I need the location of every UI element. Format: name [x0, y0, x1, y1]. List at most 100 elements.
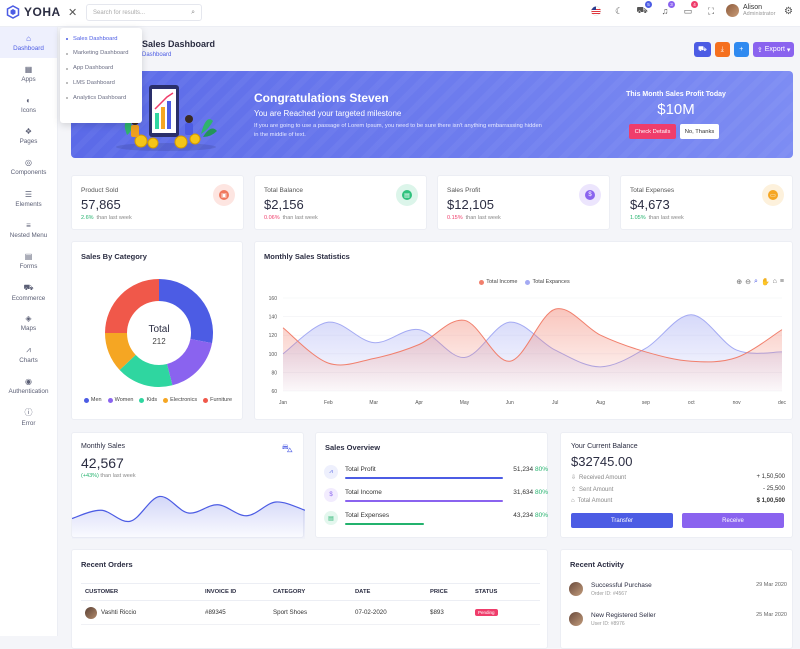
submenu-item[interactable]: App Dashboard	[66, 62, 136, 77]
logo[interactable]: YOHA	[6, 5, 61, 19]
legend-item[interactable]: Total Expances	[525, 279, 570, 285]
overview-icon: ▤	[324, 511, 338, 525]
column-header[interactable]: CUSTOMER	[81, 583, 201, 601]
pan-hand-icon[interactable]: ✋	[760, 279, 770, 286]
column-header[interactable]: PRICE	[426, 583, 471, 601]
export-button[interactable]: ⇪ Export ▾	[752, 42, 795, 57]
legend-label: Kids	[146, 397, 158, 403]
legend-item[interactable]: Kids	[139, 397, 157, 403]
legend-dot	[107, 397, 113, 403]
submenu-item[interactable]: Sales Dashboard	[66, 32, 136, 47]
stat-glyph-icon: ▤	[402, 190, 412, 200]
stat-card: Total Balance $2,156 0.06% than last week ▤	[254, 175, 427, 230]
transfer-button[interactable]: Transfer	[571, 513, 673, 528]
zoom-in-icon[interactable]: ⊕	[736, 279, 743, 286]
user-profile[interactable]: Alison Administrator	[726, 4, 775, 17]
cart-icon[interactable]: ⛟ 5	[636, 1, 652, 17]
home-icon[interactable]: ⌂	[772, 278, 777, 285]
legend-item[interactable]: Men	[83, 397, 102, 403]
sidebar-item-label: Nested Menu	[9, 231, 48, 239]
column-header[interactable]: STATUS	[471, 583, 540, 601]
change-percent: 1.05%	[630, 215, 646, 221]
sidebar-item-error[interactable]: ⓘ Error	[0, 401, 57, 432]
sidebar-item-maps[interactable]: ◈ Maps	[0, 308, 57, 339]
y-tick-label: 100	[269, 352, 278, 358]
sidebar-item-dashboard[interactable]: ⌂ Dashboard	[0, 27, 57, 59]
legend-item[interactable]: Women	[107, 397, 133, 403]
customer: Vashti Riccio	[85, 606, 201, 619]
sidebar-item-charts[interactable]: ⩘ Charts	[0, 339, 57, 370]
breadcrumb[interactable]: Dashboard	[142, 52, 172, 58]
menu-icon[interactable]: ≡	[779, 278, 784, 285]
bell-icon[interactable]: ♫ 3	[659, 1, 675, 17]
balance-value: $32745.00	[571, 454, 633, 469]
flag-icon[interactable]	[590, 5, 602, 17]
search-icon: ⌕	[191, 8, 195, 16]
sidebar-item-nested-menu[interactable]: ≡ Nested Menu	[0, 214, 57, 245]
legend-item[interactable]: Furniture	[203, 397, 232, 403]
fullscreen-icon[interactable]: ⛶	[707, 5, 715, 16]
message-icon[interactable]: ▭ 4	[682, 1, 698, 17]
overview-row: $ Total Income 31,634 80%	[324, 488, 548, 505]
overview-label: Total Profit	[345, 466, 376, 473]
column-header[interactable]: DATE	[351, 583, 426, 601]
sidebar-item-icons[interactable]: ◐ Icons	[0, 89, 57, 120]
overview-row: ▤ Total Expenses 43,234 80%	[324, 511, 548, 528]
download-button[interactable]: ⤓	[714, 42, 730, 57]
zoom-out-icon[interactable]: ⊖	[745, 279, 752, 286]
series-line-total-income[interactable]	[282, 308, 783, 366]
sparkline-fill	[72, 496, 305, 539]
submenu-item[interactable]: Analytics Dashboard	[66, 91, 136, 106]
y-tick-label: 120	[269, 333, 278, 339]
activity-item[interactable]: New Registered Seller User ID: #8976 25 Ma…	[569, 608, 787, 632]
sidebar-item-label: Apps	[21, 75, 36, 83]
column-header[interactable]: CATEGORY	[269, 583, 351, 601]
search-placeholder: Search for results...	[93, 9, 146, 16]
profit-value: $10M	[657, 101, 695, 118]
donut-slice-men[interactable]	[159, 279, 213, 344]
legend-item[interactable]: Electronics	[163, 397, 197, 403]
table-row[interactable]: Vashti Riccio #89345 Sport Shoes 07-02-2020…	[81, 600, 540, 625]
logo-text: YOHA	[24, 5, 61, 19]
donut-slice-women[interactable]	[166, 338, 213, 386]
add-button[interactable]: +	[733, 42, 749, 57]
change-text: than last week	[100, 473, 136, 479]
stat-value: 57,865	[81, 197, 121, 212]
receive-button[interactable]: Receive	[682, 513, 784, 528]
y-tick-label: 60	[271, 389, 277, 395]
logo-hexagon-icon	[6, 5, 20, 19]
check-details-button[interactable]: Check Details	[629, 124, 676, 139]
cart-action-button[interactable]: ⛟	[694, 42, 711, 57]
file-icon: ▤	[24, 251, 33, 261]
sidebar-item-pages[interactable]: ❖ Pages	[0, 121, 57, 152]
sidebar-item-ecommerce[interactable]: ⛟ Ecommerce	[0, 277, 57, 308]
category-cell: Sport Shoes	[269, 600, 351, 625]
activity-subtitle: User ID: #8976	[591, 621, 625, 627]
gear-icon[interactable]: ⚙	[784, 6, 793, 17]
donut-slice-furniture[interactable]	[105, 279, 159, 333]
moon-icon[interactable]: ☾	[614, 5, 624, 16]
balance-row: ⇪ Sent Amount - 25,500	[571, 486, 785, 493]
no-thanks-button[interactable]: No, Thanks	[680, 124, 719, 139]
search-zoom-icon[interactable]: ⌕	[754, 278, 758, 285]
legend-item[interactable]: Total Income	[479, 279, 517, 285]
donut-slice-kids[interactable]	[119, 354, 173, 387]
activity-item[interactable]: Successful Purchase Order ID: #4567 29 Mar…	[569, 578, 787, 602]
sidebar-item-authentication[interactable]: ◉ Authentication	[0, 370, 57, 401]
sidebar-item-label: Components	[10, 169, 47, 177]
submenu-item[interactable]: LMS Dashboard	[66, 76, 136, 91]
category-legend: Men Women Kids Electronics Furniture	[76, 397, 240, 403]
sidebar-item-elements[interactable]: ☰ Elements	[0, 183, 57, 214]
sidebar-item-forms[interactable]: ▤ Forms	[0, 245, 57, 276]
column-header[interactable]: INVOICE ID	[201, 583, 269, 601]
close-icon[interactable]: ✕	[68, 7, 78, 19]
search-input[interactable]: Search for results... ⌕	[86, 4, 202, 21]
submenu-item[interactable]: Marketing Dashboard	[66, 47, 136, 62]
series-line-total-expances[interactable]	[282, 314, 783, 368]
activity-date: 29 Mar 2020	[756, 582, 787, 588]
page-actions: ⛟ ⤓ + ⇪ Export ▾	[694, 42, 795, 57]
sidebar-item-components[interactable]: ◎ Components	[0, 152, 57, 183]
donut-slice-electronics[interactable]	[105, 333, 136, 370]
cart-icon: ⛟	[23, 282, 34, 292]
sidebar-item-apps[interactable]: ▦ Apps	[0, 58, 57, 89]
